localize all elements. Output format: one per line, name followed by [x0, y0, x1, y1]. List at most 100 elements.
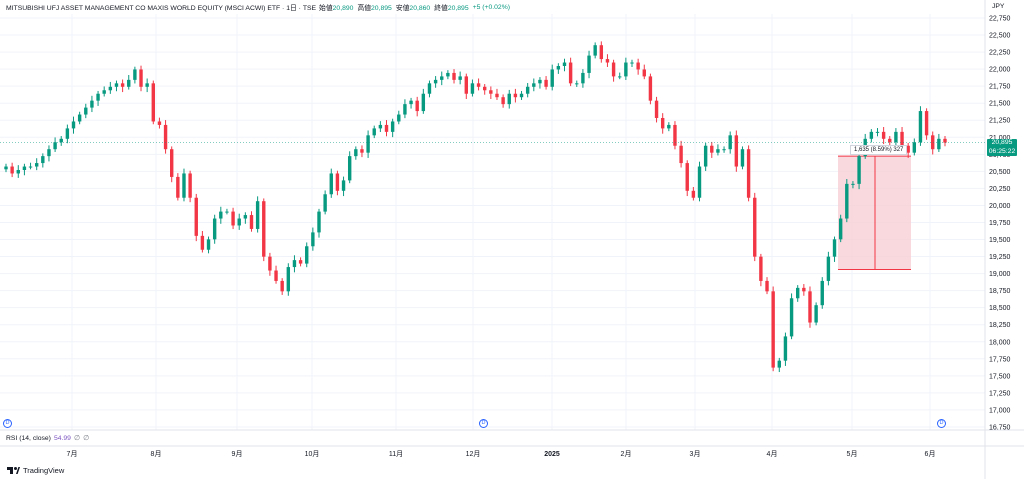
tradingview-logo[interactable]: TradingView [7, 466, 64, 475]
candle-body [685, 163, 689, 191]
candle-body [366, 135, 370, 153]
candle-body [765, 280, 769, 292]
dividend-marker[interactable]: D [937, 419, 946, 428]
x-tick-label: 5月 [847, 450, 858, 458]
candle-body [470, 83, 475, 94]
candle-body [814, 305, 818, 323]
candle-body [771, 291, 775, 368]
rsi-legend[interactable]: RSI (14, close) 54.99 ∅ ∅ [6, 434, 90, 443]
candle-body [568, 62, 573, 84]
ohlc-open: 始値20,890 [319, 5, 354, 12]
ohlc-close: 終値20,895 [434, 5, 469, 12]
candle-body [390, 121, 395, 132]
candle-body [888, 138, 892, 143]
x-tick-label: 9月 [232, 450, 243, 458]
measure-tool-label[interactable]: 1,635 (8.59%) 327 [850, 145, 908, 155]
x-tick-label: 3月 [690, 450, 701, 458]
candle-body [869, 131, 874, 139]
currency-label: JPY [992, 3, 1005, 10]
y-tick-label: 19,500 [989, 237, 1011, 244]
dividend-marker[interactable]: D [479, 419, 488, 428]
x-tick-label: 10月 [305, 450, 320, 458]
candle-body [851, 183, 855, 185]
candle-body [384, 124, 389, 132]
candle-body [280, 280, 284, 292]
candle-body [323, 194, 327, 212]
candle-body [96, 93, 100, 101]
candle-body [943, 138, 947, 143]
candle-body [182, 173, 186, 198]
candle-body [581, 72, 585, 84]
candle-body [176, 176, 180, 198]
candle-body [317, 211, 321, 233]
x-tick-label: 2025 [544, 451, 560, 458]
candle-body [354, 149, 358, 157]
dividend-marker[interactable]: D [3, 419, 12, 428]
candle-body [894, 131, 898, 143]
candle-body [305, 246, 309, 264]
y-tick-label: 22,500 [989, 33, 1011, 40]
candle-body [703, 145, 708, 167]
y-tick-label: 19,750 [989, 220, 1011, 227]
ohlc-high: 高値20,895 [357, 5, 392, 12]
candle-body [188, 173, 192, 198]
y-tick-label: 22,000 [989, 67, 1011, 74]
candle-body [525, 86, 530, 94]
candle-body [341, 180, 346, 191]
candle-body [900, 131, 904, 146]
candle-body [931, 135, 935, 150]
y-tick-label: 17,750 [989, 356, 1011, 363]
candle-body [200, 235, 205, 250]
candle-body [249, 215, 254, 229]
y-tick-label: 17,500 [989, 373, 1011, 380]
candle-body [335, 173, 340, 191]
y-tick-label: 16,750 [989, 424, 1011, 431]
candle-body [22, 166, 27, 170]
candle-body [311, 232, 315, 247]
price-change: +5 (+0.02%) [472, 3, 511, 11]
y-tick-label: 21,250 [989, 118, 1011, 125]
candle-body [783, 336, 788, 361]
candle-body [912, 142, 917, 153]
candle-body [624, 62, 628, 77]
candle-body [65, 128, 70, 139]
candle-body [268, 256, 272, 271]
candle-body [108, 86, 113, 91]
visibility-icon[interactable]: ∅ [83, 435, 90, 442]
candle-body [832, 239, 837, 257]
candle-body [219, 211, 223, 219]
candle-body [532, 83, 536, 87]
x-tick-label: 11月 [389, 450, 403, 458]
candle-body [10, 166, 14, 174]
candle-body [679, 145, 683, 164]
candle-body [587, 55, 591, 73]
candle-body [507, 93, 511, 105]
candle-body [225, 211, 229, 213]
candle-body [796, 287, 800, 299]
candle-body [519, 93, 524, 98]
candle-body [34, 163, 39, 167]
symbol-header: MITSUBISHI UFJ ASSET MANAGEMENT CO MAXIS… [0, 0, 985, 14]
candle-body [759, 256, 763, 281]
y-tick-label: 17,000 [989, 407, 1011, 414]
candle-body [286, 267, 291, 292]
y-tick-label: 20,500 [989, 169, 1011, 176]
symbol-title[interactable]: MITSUBISHI UFJ ASSET MANAGEMENT CO MAXIS… [6, 5, 317, 12]
candle-body [716, 149, 720, 153]
candle-body [120, 83, 125, 87]
candle-body [575, 83, 579, 85]
candle-body [599, 45, 604, 60]
candle-body [231, 211, 235, 226]
candle-body [329, 173, 333, 195]
visibility-icon[interactable]: ∅ [73, 435, 81, 442]
candle-body [4, 166, 8, 170]
candle-body [347, 156, 352, 181]
candle-body [452, 72, 456, 80]
candle-body [875, 131, 880, 133]
y-tick-label: 17,250 [989, 390, 1011, 397]
y-tick-label: 18,500 [989, 305, 1011, 312]
candle-body [170, 149, 174, 177]
candle-body [41, 156, 45, 164]
candle-body [820, 280, 824, 306]
